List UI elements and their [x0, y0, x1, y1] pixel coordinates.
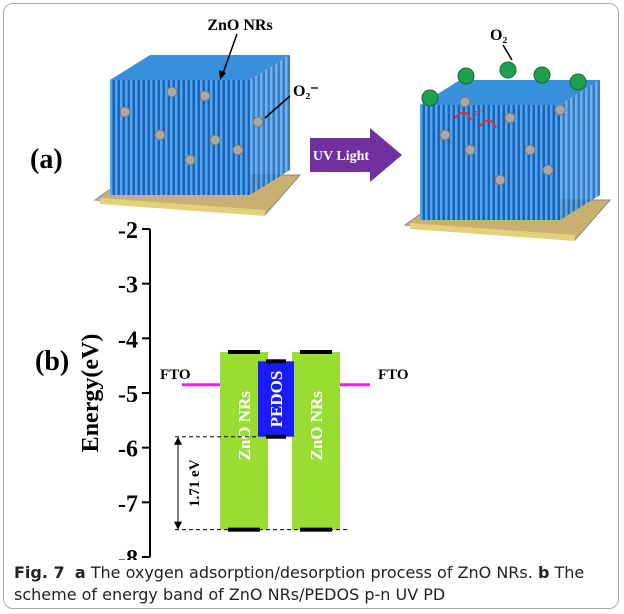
- y-tick-label: -2: [118, 218, 138, 244]
- y-tick-label: -3: [118, 273, 138, 299]
- bar-label: ZnO NRs: [235, 391, 254, 461]
- rods-label: ZnO NRs: [207, 17, 272, 34]
- y-tick-label: -7: [118, 491, 138, 517]
- plot: -2 -3 -4 -5 -6 -7 -8 FTO FTO ZnO NRs ZnO NRs PEDOS 1…: [118, 218, 409, 560]
- gap-label: 1.71 eV: [187, 459, 203, 507]
- band-cap: [300, 350, 332, 354]
- released-label: O₂: [490, 27, 507, 44]
- y-tick-label: -4: [118, 327, 138, 353]
- level-label: FTO: [160, 367, 191, 383]
- caption-tag: b: [538, 563, 549, 582]
- bar-label: ZnO NRs: [307, 391, 326, 461]
- pointer: [503, 45, 512, 60]
- caption-text: The oxygen adsorption/desorption process…: [91, 563, 533, 582]
- panel-tag: (b): [35, 346, 69, 377]
- band-cap: [266, 359, 286, 363]
- adsorbed-label: O₂⁻: [293, 83, 319, 100]
- level-label: FTO: [378, 367, 409, 383]
- left-array: [95, 55, 300, 216]
- y-tick-label: -8: [118, 546, 138, 560]
- y-axis-label: Energy(eV): [78, 334, 104, 453]
- arrow-label: UV Light: [313, 149, 369, 164]
- caption: Fig. 7 a The oxygen adsorption/desorptio…: [14, 562, 610, 606]
- band-cap: [228, 350, 260, 354]
- figure: UV Light (a) ZnO NRs O₂⁻ O₂ e⁻ (b) Energ…: [0, 0, 624, 560]
- y-tick-label: -6: [118, 437, 138, 463]
- band-cap: [266, 435, 286, 439]
- electron-label: e⁻: [474, 107, 485, 119]
- caption-label: Fig. 7: [14, 563, 65, 582]
- y-tick-label: -5: [118, 382, 138, 408]
- bar-label: PEDOS: [267, 371, 286, 428]
- caption-tag: a: [75, 563, 86, 582]
- panel-tag: (a): [30, 144, 63, 175]
- right-array: [405, 62, 610, 241]
- arrow-head: [174, 522, 182, 530]
- arrow-head: [174, 437, 182, 445]
